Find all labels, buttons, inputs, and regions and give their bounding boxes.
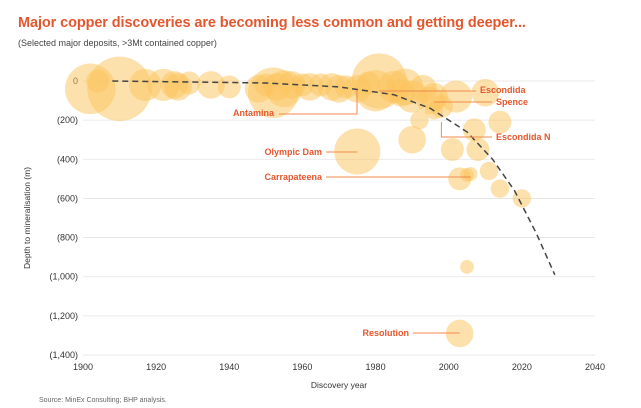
bubble bbox=[398, 125, 426, 154]
chart-subtitle: (Selected major deposits, >3Mt contained… bbox=[18, 38, 217, 48]
trendline bbox=[112, 80, 556, 276]
bubble bbox=[488, 110, 512, 134]
annotation-label: Escondida N bbox=[496, 132, 551, 142]
annotation-label: Resolution bbox=[363, 328, 410, 338]
source-note: Source: MinEx Consulting; BHP analysis. bbox=[39, 397, 167, 404]
annotation-label: Antamina bbox=[233, 108, 275, 118]
bubble bbox=[466, 138, 490, 161]
bubble bbox=[197, 71, 225, 99]
bubble bbox=[463, 167, 478, 181]
y-tick-label: (1,000) bbox=[49, 272, 78, 282]
bubble bbox=[490, 179, 510, 198]
y-axis-label: Depth to mineralisation (m) bbox=[22, 167, 32, 269]
bubble bbox=[217, 75, 241, 99]
y-tick-label: (400) bbox=[57, 154, 78, 164]
y-axis-ticks: 0(200)(400)(600)(800)(1,000)(1,200)(1,40… bbox=[49, 76, 78, 360]
bubble bbox=[445, 319, 474, 348]
x-tick-label: 1960 bbox=[292, 362, 312, 372]
y-tick-label: (800) bbox=[57, 233, 78, 243]
x-axis-ticks: 1900 1920 1940 1960 1980 2000 2020 2040 bbox=[73, 362, 605, 372]
bubble bbox=[351, 53, 407, 109]
trendline-path bbox=[112, 80, 556, 276]
x-tick-label: 1940 bbox=[219, 362, 239, 372]
annotation-leader bbox=[440, 122, 492, 138]
annotation-label: Spence bbox=[496, 97, 528, 107]
y-tick-label: (600) bbox=[57, 193, 78, 203]
bubble bbox=[512, 189, 532, 208]
annotation-leader bbox=[279, 90, 358, 115]
bubble bbox=[410, 110, 429, 130]
bubbles bbox=[65, 53, 532, 348]
chart-title: Major copper discoveries are becoming le… bbox=[18, 15, 526, 31]
y-tick-label: (1,200) bbox=[49, 311, 78, 321]
gridlines bbox=[83, 80, 595, 356]
annotation-label: Olympic Dam bbox=[264, 147, 322, 157]
y-tick-label: (1,400) bbox=[49, 350, 78, 360]
x-tick-label: 2040 bbox=[585, 362, 605, 372]
annotation-label: Carrapateena bbox=[264, 172, 323, 182]
bubble bbox=[429, 94, 453, 118]
bubble bbox=[247, 67, 299, 119]
bubble bbox=[334, 128, 381, 175]
bubble bbox=[479, 161, 499, 181]
x-tick-label: 1900 bbox=[73, 362, 93, 372]
y-tick-label: (200) bbox=[57, 115, 78, 125]
bubble bbox=[471, 78, 500, 107]
x-tick-label: 2020 bbox=[512, 362, 532, 372]
x-axis-label: Discovery year bbox=[311, 380, 367, 390]
x-tick-label: 1980 bbox=[366, 362, 386, 372]
bubble bbox=[462, 118, 486, 142]
annotation-labels: Escondida Spence Escondida N Antamina Olympi… bbox=[233, 85, 551, 338]
x-tick-label: 2000 bbox=[439, 362, 459, 372]
x-tick-label: 1920 bbox=[146, 362, 166, 372]
bubble bbox=[177, 71, 201, 95]
bubble bbox=[460, 260, 474, 274]
annotation-label: Escondida bbox=[480, 85, 527, 95]
bubble bbox=[440, 138, 464, 161]
annotation-leaders bbox=[279, 90, 492, 334]
